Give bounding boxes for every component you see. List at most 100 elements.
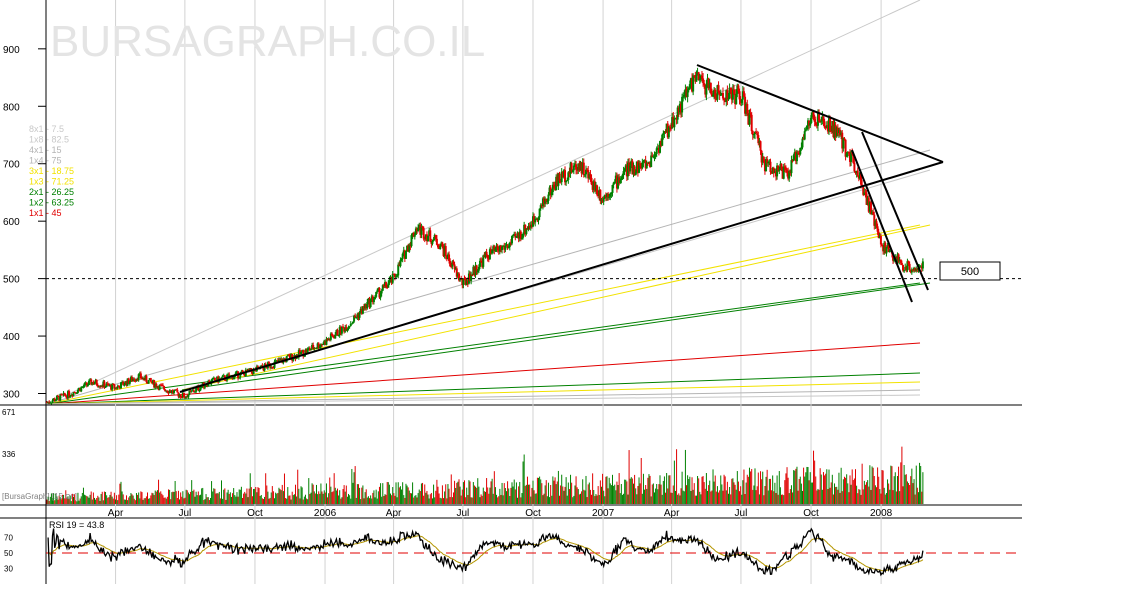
candle-body — [524, 224, 527, 234]
candle-body — [571, 170, 574, 173]
gann-legend-entry: 1x4 - 75 — [29, 156, 62, 166]
candle-body — [231, 375, 234, 380]
candle-body — [260, 365, 263, 367]
candle-body — [770, 171, 773, 174]
candle-body — [614, 175, 617, 182]
candle-body — [210, 379, 213, 384]
candle-body — [49, 402, 52, 404]
price-tick-label: 400 — [3, 332, 20, 343]
candle-body — [519, 231, 522, 239]
gann-green-line — [181, 282, 931, 391]
candle-body — [439, 245, 442, 250]
candle-body — [522, 233, 525, 238]
candle-body — [97, 386, 100, 388]
candle-body — [359, 308, 362, 313]
candle-body — [696, 72, 699, 75]
candle-body — [809, 122, 812, 126]
candle-body — [103, 381, 106, 388]
candle-body — [626, 162, 629, 177]
candle-body — [54, 399, 57, 402]
candle-body — [416, 228, 419, 232]
candle-body — [424, 234, 427, 239]
candle-body — [185, 396, 188, 398]
candle-body — [348, 326, 351, 328]
date-tick-label: Apr — [108, 508, 124, 519]
candle-body — [379, 293, 382, 298]
date-tick-label: Jul — [457, 508, 470, 519]
candle-body — [587, 170, 590, 179]
candle-body — [87, 380, 90, 386]
candle-body — [567, 172, 570, 180]
candle-body — [438, 247, 441, 250]
candle-body — [238, 377, 241, 379]
candle-body — [657, 147, 660, 153]
candle-body — [409, 244, 412, 247]
candle-body — [629, 165, 632, 172]
candle-body — [129, 377, 132, 382]
candle-body — [668, 126, 671, 128]
candle-body — [217, 376, 220, 383]
candle-body — [307, 348, 310, 350]
candle-body — [274, 360, 277, 362]
candle-body — [92, 381, 95, 385]
candles — [46, 67, 924, 405]
candle-body — [385, 282, 388, 287]
candle-body — [728, 87, 731, 99]
candle-body — [737, 85, 740, 92]
candle-body — [164, 389, 167, 392]
gann-3x1-line — [46, 224, 921, 405]
candle-body — [882, 245, 885, 252]
candle-body — [723, 98, 726, 101]
candle-body — [836, 127, 839, 133]
candle-body — [528, 226, 531, 228]
candle-body — [706, 78, 709, 85]
candle-body — [490, 249, 493, 254]
candle-body — [676, 107, 679, 120]
candle-body — [562, 170, 565, 178]
candle-body — [497, 250, 500, 252]
candle-body — [47, 401, 50, 403]
candle-body — [825, 125, 828, 128]
candle-body — [526, 228, 529, 230]
candle-body — [443, 246, 446, 256]
candle-body — [739, 99, 742, 103]
gann-4x1-line — [46, 149, 931, 405]
candle-body — [580, 162, 583, 174]
candle-body — [271, 366, 274, 368]
candle-body — [249, 368, 252, 371]
candle-body — [808, 120, 811, 126]
candle-body — [408, 244, 411, 252]
candle-body — [482, 255, 485, 267]
candle-body — [816, 112, 819, 126]
candle-body — [60, 394, 63, 396]
candle-body — [393, 274, 396, 278]
candle-body — [603, 195, 606, 199]
candle-body — [715, 98, 718, 100]
candle-body — [557, 173, 560, 186]
candle-body — [277, 359, 280, 362]
candle-body — [400, 258, 403, 260]
candle-body — [149, 378, 152, 382]
candle-body — [442, 247, 445, 256]
candle-body — [159, 384, 162, 386]
candle-body — [529, 224, 532, 228]
candle-body — [860, 172, 863, 185]
candle-body — [740, 99, 743, 103]
candle-body — [99, 386, 102, 388]
candle-body — [774, 171, 777, 177]
candle-body — [598, 189, 601, 197]
candle-body — [812, 112, 815, 120]
candle-body — [235, 371, 238, 373]
candle-body — [705, 84, 708, 95]
candle-body — [503, 246, 506, 250]
candle-body — [491, 250, 494, 254]
candle-body — [386, 286, 389, 288]
candle-body — [486, 255, 489, 259]
candle-body — [619, 180, 622, 183]
candle-body — [422, 227, 425, 239]
candle-body — [380, 290, 383, 294]
candle-body — [751, 131, 754, 136]
panel-frames — [0, 0, 1022, 584]
candle-body — [664, 131, 667, 133]
